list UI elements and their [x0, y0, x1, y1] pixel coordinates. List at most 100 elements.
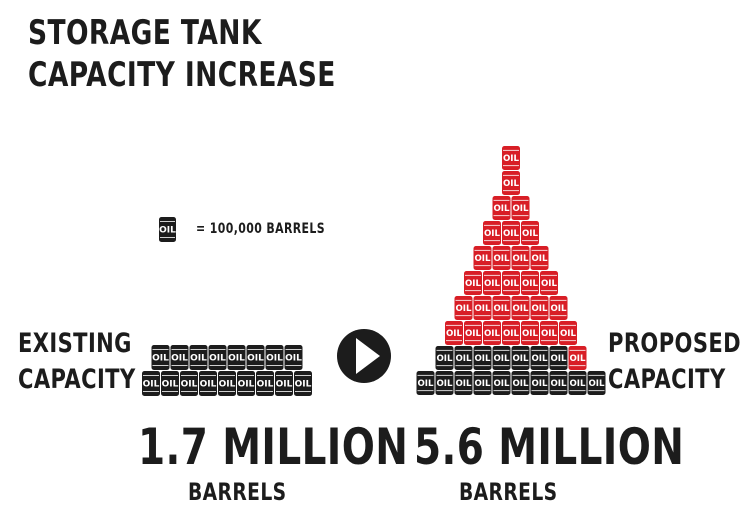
- added-oil-barrel-icon: OIL: [521, 221, 539, 245]
- barrel-label: OIL: [493, 304, 510, 314]
- existing-oil-barrel-icon: OIL: [511, 371, 530, 395]
- added-oil-barrel-icon: OIL: [492, 246, 511, 270]
- barrel-label: OIL: [446, 329, 463, 339]
- existing-oil-barrel-icon: OIL: [435, 371, 454, 395]
- added-oil-barrel-icon: OIL: [521, 271, 539, 295]
- barrel-label: OIL: [503, 179, 520, 189]
- barrel-label: OIL: [152, 354, 169, 364]
- existing-oil-barrel-icon: OIL: [170, 345, 189, 370]
- existing-oil-barrel-icon: OIL: [454, 346, 473, 370]
- title-line-1: STORAGE TANK: [28, 13, 262, 53]
- barrel-label: OIL: [417, 379, 434, 389]
- added-oil-barrel-icon: OIL: [502, 221, 520, 245]
- right-arrow-circle-icon: [337, 329, 391, 383]
- barrel-label: OIL: [295, 380, 312, 390]
- barrel-label: OIL: [474, 354, 491, 364]
- barrel-label: OIL: [474, 379, 491, 389]
- added-oil-barrel-icon: OIL: [492, 196, 511, 220]
- arrow-head: [356, 338, 380, 374]
- added-oil-barrel-icon: OIL: [568, 346, 587, 370]
- barrel-label: OIL: [436, 379, 453, 389]
- existing-oil-barrel-icon: OIL: [199, 371, 217, 396]
- added-oil-barrel-icon: OIL: [502, 146, 520, 170]
- barrel-label: OIL: [512, 254, 529, 264]
- barrel-label: OIL: [159, 226, 176, 236]
- existing-oil-barrel-icon: OIL: [294, 371, 312, 396]
- barrel-label: OIL: [162, 380, 179, 390]
- barrel-label: OIL: [569, 354, 586, 364]
- existing-amount: 1.7 MILLION: [138, 418, 409, 476]
- barrel-label: OIL: [276, 380, 293, 390]
- barrel-label: OIL: [493, 204, 510, 214]
- existing-oil-barrel-icon: OIL: [587, 371, 606, 395]
- added-oil-barrel-icon: OIL: [530, 296, 549, 320]
- barrel-label: OIL: [285, 354, 302, 364]
- existing-oil-barrel-icon: OIL: [511, 346, 530, 370]
- existing-oil-barrel-icon: OIL: [180, 371, 198, 396]
- added-oil-barrel-icon: OIL: [502, 321, 520, 345]
- added-oil-barrel-icon: OIL: [530, 246, 549, 270]
- barrel-label: OIL: [531, 304, 548, 314]
- barrel-label: OIL: [531, 254, 548, 264]
- barrel-label: OIL: [493, 254, 510, 264]
- barrel-label: OIL: [219, 380, 236, 390]
- existing-oil-barrel-icon: OIL: [227, 345, 246, 370]
- barrel-label: OIL: [550, 304, 567, 314]
- existing-oil-barrel-icon: OIL: [151, 345, 170, 370]
- barrel-label: OIL: [247, 354, 264, 364]
- barrel-label: OIL: [503, 279, 520, 289]
- added-oil-barrel-icon: OIL: [511, 196, 530, 220]
- barrel-label: OIL: [474, 254, 491, 264]
- existing-unit: BARRELS: [188, 478, 287, 506]
- added-oil-barrel-icon: OIL: [511, 246, 530, 270]
- existing-oil-barrel-icon: OIL: [256, 371, 274, 396]
- barrel-label: OIL: [588, 379, 605, 389]
- existing-oil-barrel-icon: OIL: [549, 371, 568, 395]
- existing-label-line-1: EXISTING: [18, 328, 132, 359]
- page-title: STORAGE TANK CAPACITY INCREASE: [28, 12, 336, 96]
- existing-oil-barrel-icon: OIL: [492, 371, 511, 395]
- added-oil-barrel-icon: OIL: [502, 271, 520, 295]
- existing-oil-barrel-icon: OIL: [265, 345, 284, 370]
- added-oil-barrel-icon: OIL: [473, 246, 492, 270]
- added-oil-barrel-icon: OIL: [540, 321, 558, 345]
- barrel-label: OIL: [512, 204, 529, 214]
- barrel-label: OIL: [257, 380, 274, 390]
- proposed-amount: 5.6 MILLION: [414, 418, 685, 476]
- barrel-label: OIL: [266, 354, 283, 364]
- existing-oil-barrel-icon: OIL: [189, 345, 208, 370]
- barrel-label: OIL: [541, 329, 558, 339]
- added-oil-barrel-icon: OIL: [473, 296, 492, 320]
- added-oil-barrel-icon: OIL: [483, 271, 501, 295]
- barrel-label: OIL: [560, 329, 577, 339]
- barrel-label: OIL: [503, 329, 520, 339]
- barrel-label: OIL: [493, 354, 510, 364]
- barrel-label: OIL: [238, 380, 255, 390]
- barrel-label: OIL: [455, 304, 472, 314]
- added-oil-barrel-icon: OIL: [454, 296, 473, 320]
- barrel-label: OIL: [503, 229, 520, 239]
- existing-oil-barrel-icon: OIL: [237, 371, 255, 396]
- existing-oil-barrel-icon: OIL: [530, 346, 549, 370]
- barrel-label: OIL: [228, 354, 245, 364]
- proposed-label-line-2: CAPACITY: [608, 364, 726, 395]
- barrel-label: OIL: [531, 379, 548, 389]
- barrel-label: OIL: [465, 279, 482, 289]
- barrel-label: OIL: [143, 380, 160, 390]
- legend-oil-barrel-icon: OIL: [159, 217, 176, 242]
- barrel-label: OIL: [550, 379, 567, 389]
- barrel-label: OIL: [209, 354, 226, 364]
- existing-oil-barrel-icon: OIL: [492, 346, 511, 370]
- existing-oil-barrel-icon: OIL: [142, 371, 160, 396]
- added-oil-barrel-icon: OIL: [511, 296, 530, 320]
- barrel-label: OIL: [493, 379, 510, 389]
- existing-oil-barrel-icon: OIL: [416, 371, 435, 395]
- existing-oil-barrel-icon: OIL: [568, 371, 587, 395]
- added-oil-barrel-icon: OIL: [502, 171, 520, 195]
- barrel-label: OIL: [190, 354, 207, 364]
- added-oil-barrel-icon: OIL: [492, 296, 511, 320]
- existing-oil-barrel-icon: OIL: [246, 345, 265, 370]
